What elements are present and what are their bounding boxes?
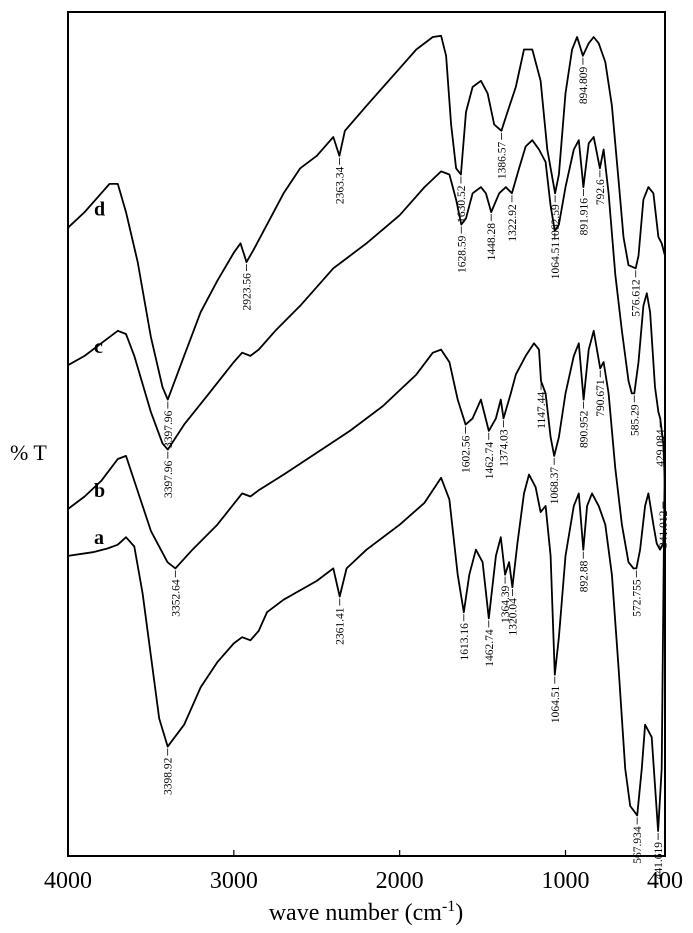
peak-annotations: 3398.92 2361.41 1613.16 1462.74 1364.391320.… [163, 57, 670, 880]
peak-label: 572.755 [631, 570, 643, 617]
peak-label-text: 3397.96 [163, 410, 175, 448]
peak-label: 790.671 [595, 370, 607, 417]
peak-label-text: 891.916 [578, 198, 590, 236]
y-axis-label: % T [10, 440, 47, 465]
peak-label-text: 2363.34 [334, 167, 346, 205]
x-axis-label: wave number (cm-1) [269, 898, 464, 926]
peak-label-text: 3398.92 [163, 757, 175, 795]
peak-label: 890.952 [579, 401, 591, 448]
x-tick-label: 4000 [44, 868, 92, 894]
peak-label: 2923.56 [242, 264, 254, 310]
x-axis-label-main: wave number (cm [269, 900, 443, 926]
peak-label-text: 792.6 [595, 179, 607, 205]
x-tick-label: 400 [647, 868, 683, 894]
peak-label: 1064.51 [550, 232, 562, 280]
peak-label: 3397.96 [163, 401, 175, 448]
series-label-b: b [94, 480, 105, 502]
x-tick-label: 2000 [376, 868, 424, 894]
peak-label-text: 1062.59 [550, 204, 562, 242]
peak-label: 1448.28 [486, 214, 498, 260]
peak-label: 1062.59 [550, 195, 562, 242]
peak-label-text: 1374.03 [498, 429, 510, 467]
peak-label: 1322.92 [507, 195, 519, 242]
peak-label-text: 1364.39 [500, 585, 512, 623]
peak-label-text: 790.671 [595, 379, 607, 417]
peak-label: 3352.64 [170, 570, 182, 617]
peak-label-text: 1068.37 [549, 467, 561, 505]
peak-label-text: 1322.92 [507, 204, 519, 242]
peak-label: 3397.96 [163, 451, 175, 498]
spectra-curves [67, 34, 666, 832]
peak-label-text: 1462.74 [484, 442, 496, 480]
peak-label: 576.612 [631, 270, 643, 317]
peak-label-text: 1613.16 [459, 623, 471, 661]
peak-label-text: 1320.04 [507, 598, 519, 636]
peak-label: 1386.57 [496, 132, 508, 180]
peak-label: 585.29 [629, 395, 641, 436]
peak-label: 429.084 [655, 420, 667, 467]
x-axis-label-superscript: -1 [442, 898, 455, 915]
peak-label-text: 1448.28 [486, 223, 498, 261]
peak-label: 1628.59 [456, 226, 468, 273]
peak-label-text: 1064.51 [550, 242, 562, 280]
series-label-a: a [94, 527, 104, 549]
peak-label: 792.6 [595, 170, 607, 205]
x-axis-label-close: ) [455, 900, 463, 926]
peak-label: 1364.39 [500, 576, 512, 623]
peak-label-text: 892.88 [578, 560, 590, 592]
peak-label: 1613.16 [459, 614, 471, 661]
series-label-c: c [94, 336, 103, 358]
peak-label-text: 1630.52 [456, 185, 468, 223]
peak-label-text: 441.619 [653, 842, 665, 880]
peak-label: 1064.51 [550, 676, 562, 723]
peak-label: 1462.74 [484, 432, 496, 480]
peak-label: 892.88 [578, 551, 590, 592]
peak-label-text: 1628.59 [456, 235, 468, 273]
peak-label-text: 2361.41 [335, 607, 347, 645]
series-c-line [67, 136, 666, 488]
peak-label: 891.916 [578, 189, 590, 235]
peak-label: 567.934 [632, 817, 644, 864]
peak-label-text: 429.084 [655, 429, 667, 467]
peak-label: 1374.03 [498, 420, 510, 467]
peak-label-text: 1602.56 [461, 435, 473, 473]
peak-label: 1147.44 [536, 382, 548, 429]
peak-label: 1320.04 [507, 589, 519, 636]
peak-label-text: 2923.56 [242, 273, 254, 311]
peak-label-text: 890.952 [579, 410, 591, 448]
peak-label: 3398.92 [163, 748, 175, 795]
series-d-line [67, 34, 666, 401]
peak-label-text: 3397.96 [163, 460, 175, 498]
x-tick-label: 3000 [210, 868, 258, 894]
peak-label-text: 1147.44 [536, 392, 548, 429]
peak-label: 2363.34 [334, 157, 346, 205]
peak-label-text: 1064.51 [550, 685, 562, 723]
peak-label: 1630.52 [456, 176, 468, 223]
peak-label: 341.012 [658, 501, 670, 548]
series-a-line [67, 449, 666, 832]
peak-label-text: 572.755 [631, 579, 643, 617]
peak-label: 2361.41 [335, 598, 347, 645]
peak-label: 894.809 [578, 57, 590, 105]
peak-label: 1462.74 [484, 620, 496, 667]
peak-label: 1602.56 [461, 426, 473, 473]
plot-frame [67, 11, 666, 857]
series-b-line [67, 329, 666, 570]
peak-label-text: 1462.74 [484, 629, 496, 667]
peak-label-text: 567.934 [632, 826, 644, 864]
x-axis-ticks: 4000 3000 2000 1000 400 [44, 850, 683, 894]
peak-label: 1068.37 [549, 457, 561, 505]
peak-label-text: 341.012 [658, 510, 670, 548]
peak-label-text: 576.612 [631, 279, 643, 317]
peak-label-text: 3352.64 [170, 579, 182, 617]
peak-label-text: 1386.57 [496, 142, 508, 180]
peak-label-text: 894.809 [578, 67, 590, 105]
series-labels: a b c d [94, 199, 105, 549]
x-tick-label: 1000 [542, 868, 590, 894]
series-label-d: d [94, 199, 105, 221]
peak-label: 441.619 [653, 832, 665, 880]
peak-label-text: 585.29 [629, 404, 641, 436]
